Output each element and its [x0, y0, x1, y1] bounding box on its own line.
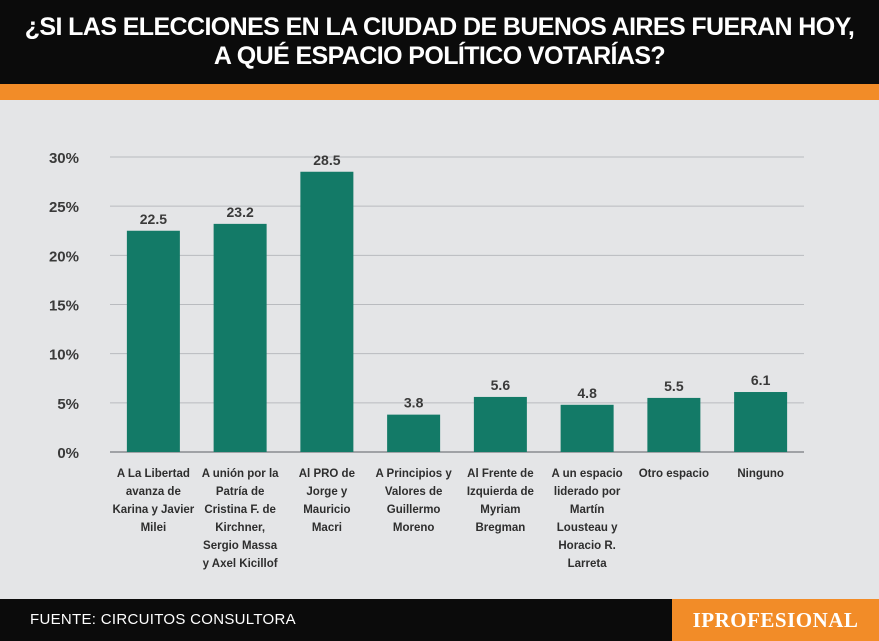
data-label: 6.1	[751, 372, 771, 388]
category-labels: A La Libertad avanza de Karina y Javier Mil…	[112, 468, 783, 570]
bar	[387, 414, 441, 452]
x-tick-label: A La Libertad avanza de Karina y Javier Mil…	[112, 468, 194, 534]
data-label: 5.6	[491, 377, 511, 393]
data-label: 4.8	[577, 385, 597, 401]
x-tick-label: Al PRO de Jorge y Mauricio Macri	[299, 468, 355, 534]
y-tick-label: 25%	[49, 199, 79, 216]
chart-header: ¿SI LAS ELECCIONES EN LA CIUDAD DE BUENO…	[0, 0, 879, 84]
bar	[647, 397, 701, 452]
y-tick-label: 10%	[49, 347, 79, 364]
y-axis-ticks: 0% 5% 10% 15% 20% 25% 30%	[49, 150, 79, 462]
footer: FUENTE: CIRCUITOS CONSULTORA IPROFESIONA…	[0, 599, 879, 641]
x-tick-label: Al Frente de Izquierda de Myriam Bregman	[467, 468, 534, 534]
bar	[560, 404, 614, 452]
orange-accent-bar	[0, 84, 879, 100]
y-tick-label: 15%	[49, 298, 79, 315]
x-tick-label: A unión por la Patría de Cristina F. de Kir…	[202, 468, 279, 570]
brand-logo: IPROFESIONAL	[672, 599, 879, 641]
y-tick-label: 0%	[57, 445, 79, 462]
bars	[126, 171, 788, 452]
data-label: 28.5	[313, 152, 340, 168]
data-label: 22.5	[140, 211, 167, 227]
data-label: 5.5	[664, 378, 684, 394]
bar	[300, 171, 354, 452]
chart-title-line-1: ¿SI LAS ELECCIONES EN LA CIUDAD DE BUENO…	[24, 13, 855, 41]
x-tick-label: A Principios y Valores de Guillermo Moreno	[375, 468, 452, 534]
x-tick-label: A un espacio liderado por Martín Lousteau y…	[552, 468, 623, 570]
bar	[734, 392, 788, 452]
data-label: 23.2	[227, 204, 254, 220]
x-tick-label: Otro espacio	[639, 468, 709, 480]
source-note: FUENTE: CIRCUITOS CONSULTORA	[30, 611, 296, 628]
y-tick-label: 5%	[57, 396, 79, 413]
y-tick-label: 30%	[49, 150, 79, 167]
bar	[473, 396, 527, 452]
y-tick-label: 20%	[49, 248, 79, 265]
x-tick-label: Ninguno	[737, 468, 784, 480]
bar	[213, 223, 267, 452]
data-label: 3.8	[404, 395, 424, 411]
value-labels: 22.5 23.2 28.5 3.8 5.6 4.8 5.5 6.1	[140, 152, 771, 411]
chart-title-line-2: A QUÉ ESPACIO POLÍTICO VOTARÍAS?	[213, 42, 666, 70]
bar	[126, 230, 180, 452]
bar-chart: 0% 5% 10% 15% 20% 25% 30% 22.5 23.2 28.5 3.8 5.6 4.…	[49, 150, 804, 570]
